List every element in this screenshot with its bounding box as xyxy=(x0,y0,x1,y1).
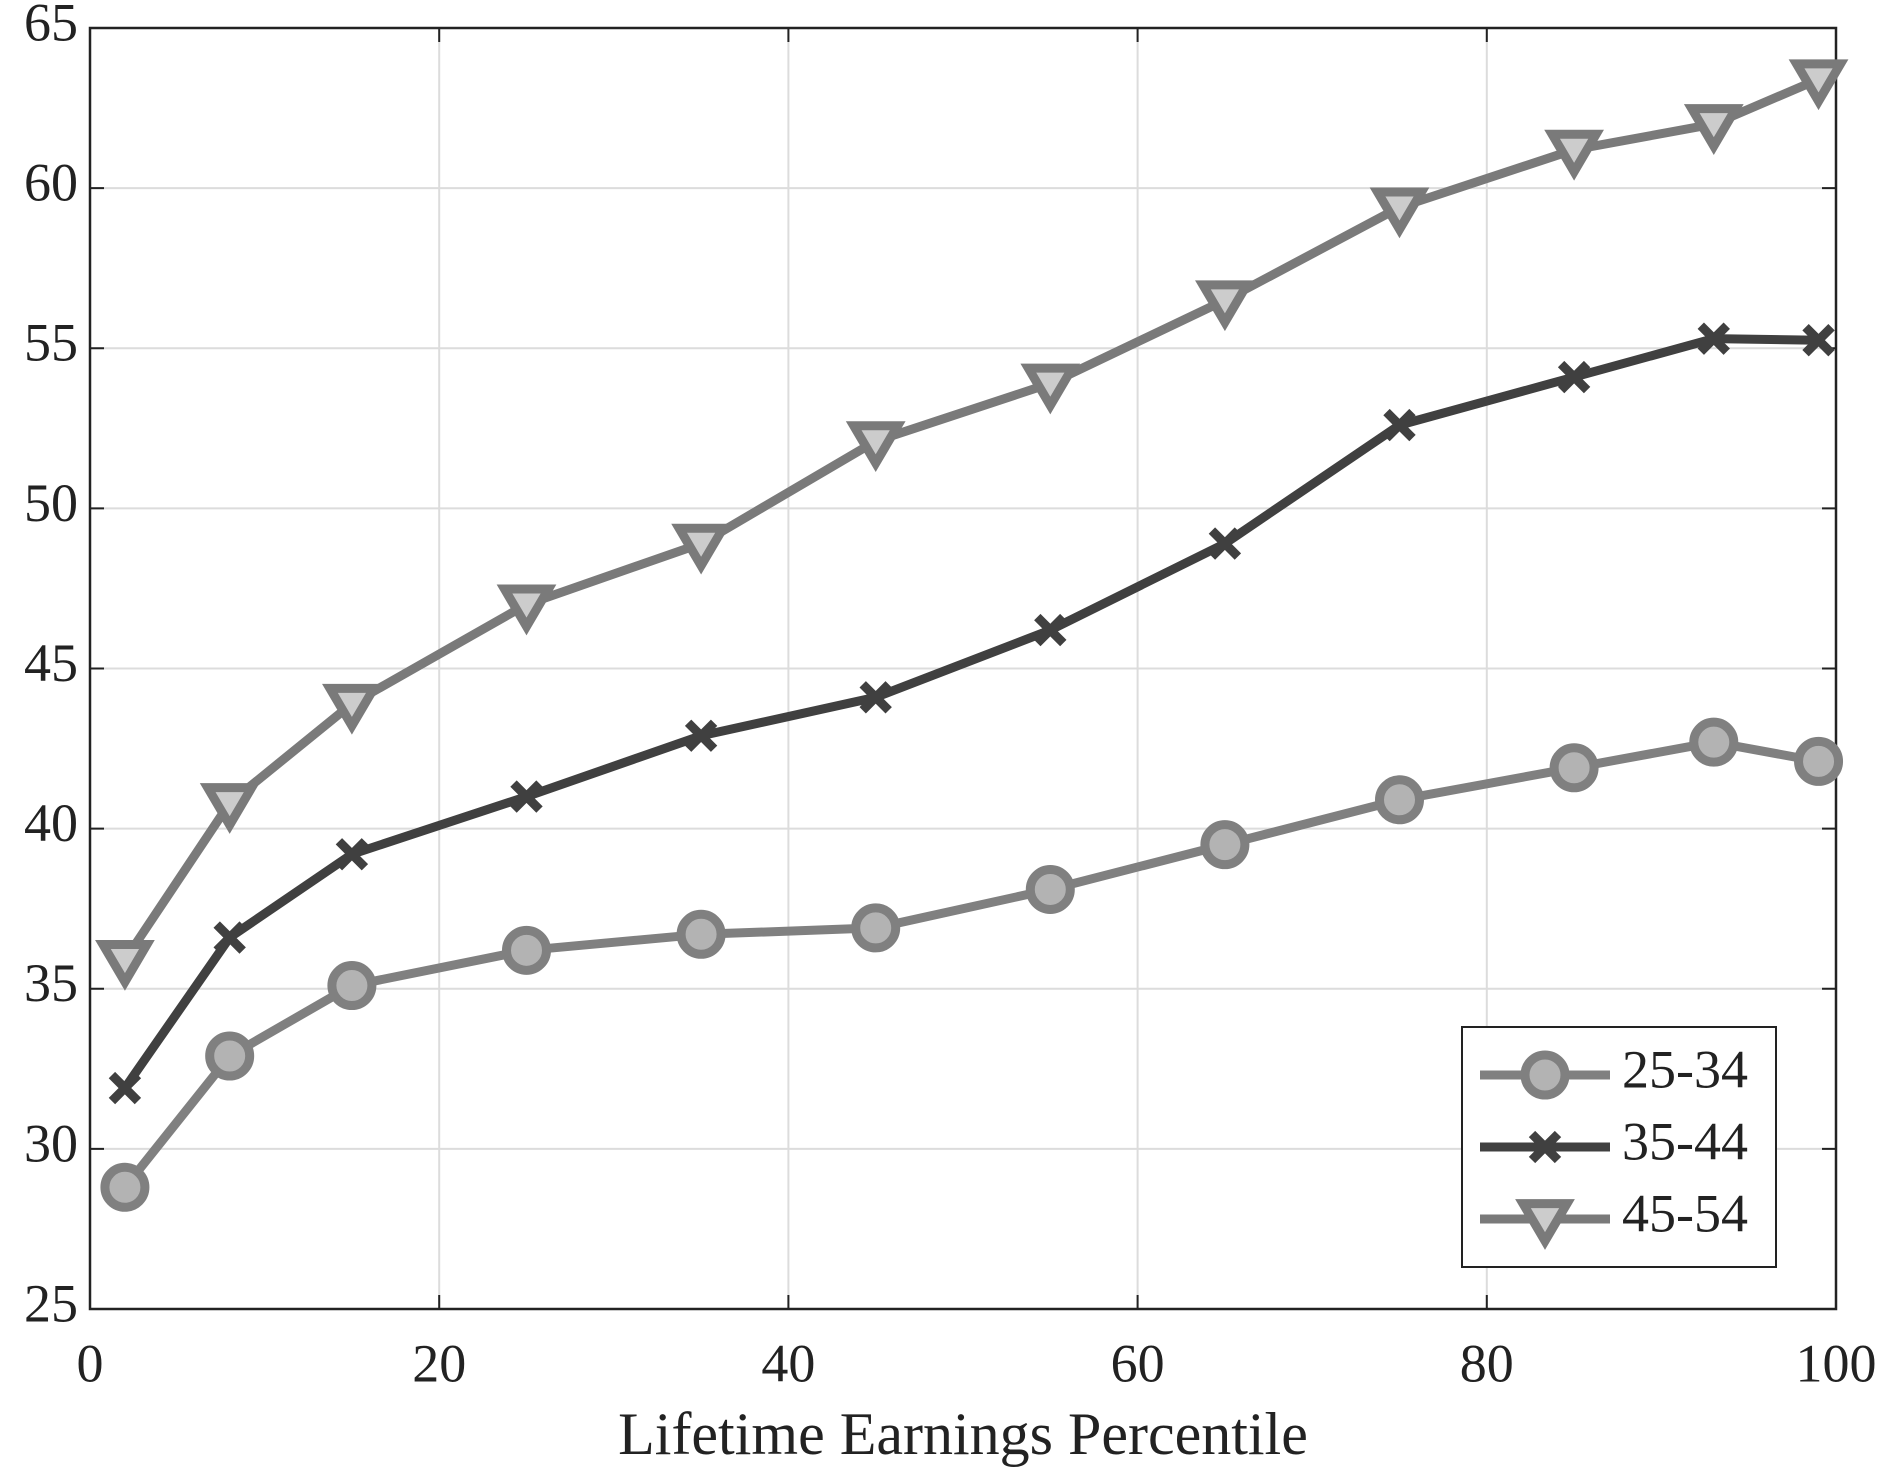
marker xyxy=(1034,613,1067,647)
legend-label: 25-34 xyxy=(1622,1039,1748,1099)
marker xyxy=(1549,743,1599,793)
y-tick-label: 35 xyxy=(24,953,78,1013)
y-tick-label: 50 xyxy=(24,473,78,533)
marker xyxy=(1557,360,1591,394)
marker xyxy=(95,940,155,991)
series-line xyxy=(121,334,1819,1091)
marker xyxy=(676,909,726,959)
marker xyxy=(684,719,718,752)
y-tick-label: 45 xyxy=(24,633,78,693)
marker xyxy=(1369,187,1430,239)
marker xyxy=(1200,820,1250,870)
marker xyxy=(1802,324,1835,357)
x-tick-label: 40 xyxy=(761,1333,815,1393)
marker xyxy=(1683,104,1744,155)
marker xyxy=(205,1031,255,1081)
marker xyxy=(1195,280,1255,332)
marker xyxy=(335,838,369,871)
marker xyxy=(496,584,557,636)
x-axis-label: Lifetime Earnings Percentile xyxy=(618,1401,1308,1467)
marker xyxy=(851,903,901,953)
y-tick-label: 55 xyxy=(24,313,78,373)
y-tick-label: 60 xyxy=(24,153,78,213)
marker xyxy=(1689,717,1739,767)
y-tick-label: 25 xyxy=(24,1273,78,1333)
marker xyxy=(1544,129,1604,181)
legend-label: 35-44 xyxy=(1622,1111,1748,1171)
marker xyxy=(327,961,377,1011)
x-tick-label: 0 xyxy=(77,1333,104,1393)
x-tick-label: 20 xyxy=(412,1333,466,1393)
legend-marker xyxy=(1515,1199,1575,1250)
y-tick-label: 30 xyxy=(24,1113,78,1173)
series-line xyxy=(121,75,1821,963)
x-tick-label: 100 xyxy=(1796,1333,1877,1393)
marker xyxy=(1375,775,1424,825)
marker xyxy=(1697,322,1730,355)
y-tick-label: 65 xyxy=(24,0,78,52)
marker xyxy=(1020,363,1081,415)
marker xyxy=(510,780,543,813)
marker xyxy=(1383,408,1416,442)
marker xyxy=(1788,59,1849,111)
y-tick-label: 40 xyxy=(24,793,78,853)
marker xyxy=(1794,736,1844,786)
marker xyxy=(213,921,246,954)
marker xyxy=(859,681,892,714)
marker xyxy=(1208,527,1242,560)
legend-label: 45-54 xyxy=(1622,1183,1748,1243)
legend-marker xyxy=(1528,1130,1562,1164)
marker xyxy=(199,783,260,834)
plot-frame xyxy=(88,26,1838,1311)
marker xyxy=(845,421,906,472)
marker xyxy=(100,1162,150,1212)
x-tick-label: 80 xyxy=(1460,1333,1514,1393)
marker xyxy=(322,683,382,735)
marker xyxy=(502,925,551,975)
marker xyxy=(1025,864,1075,914)
marker xyxy=(671,523,731,575)
marker xyxy=(108,1071,142,1105)
x-tick-label: 60 xyxy=(1111,1333,1165,1393)
legend-marker xyxy=(1520,1050,1570,1100)
